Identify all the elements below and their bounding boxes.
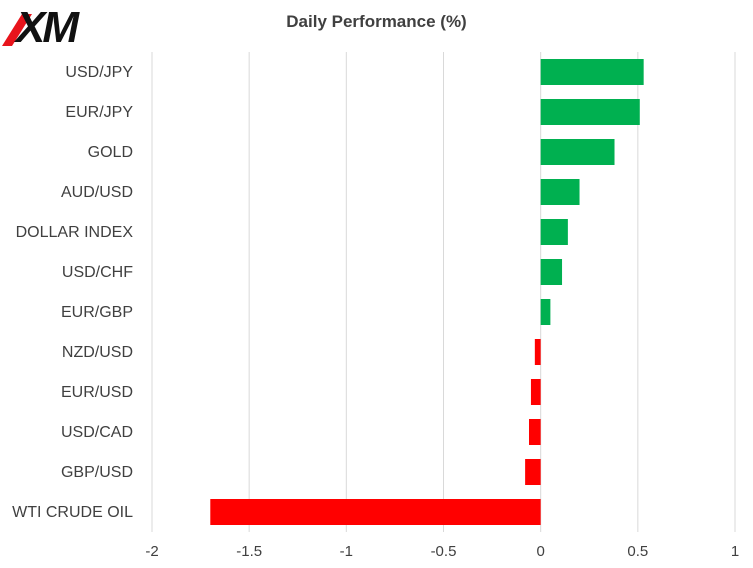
bar: [525, 459, 541, 485]
x-tick-label: 1: [731, 543, 739, 560]
bar: [534, 339, 541, 365]
gridlines: [151, 52, 736, 532]
x-tick-label: 0: [536, 543, 544, 560]
x-tick-label: -2: [145, 543, 158, 560]
x-tick-labels: -2 -1.5 -1 -0.5 0 0.5 1: [145, 543, 739, 560]
category-label: GOLD: [88, 144, 133, 161]
bars: [210, 59, 644, 525]
category-label: DOLLAR INDEX: [16, 224, 134, 241]
logo-text: XM: [13, 3, 80, 46]
category-label: GBP/USD: [61, 464, 133, 481]
bar: [540, 259, 563, 285]
bar: [210, 499, 541, 525]
category-label: EUR/JPY: [65, 104, 133, 121]
x-tick-label: -1: [340, 543, 353, 560]
xm-logo: XM: [2, 3, 83, 46]
bar: [540, 299, 551, 325]
category-labels: USD/JPY EUR/JPY GOLD AUD/USD DOLLAR INDEX USD…: [12, 64, 133, 521]
x-tick-label: -0.5: [431, 543, 457, 560]
bar: [540, 59, 644, 85]
bar: [540, 219, 568, 245]
category-label: USD/JPY: [65, 64, 133, 81]
x-tick-label: -1.5: [236, 543, 262, 560]
bar: [529, 419, 541, 445]
logo-accent-stripe: [2, 14, 32, 46]
bar: [540, 179, 580, 205]
bar: [540, 139, 615, 165]
category-label: USD/CAD: [61, 424, 133, 441]
category-label: USD/CHF: [62, 264, 133, 281]
bar: [530, 379, 541, 405]
chart-title: Daily Performance (%): [286, 12, 467, 31]
category-label: AUD/USD: [61, 184, 133, 201]
bar: [540, 99, 640, 125]
category-label: EUR/GBP: [61, 304, 133, 321]
category-label: WTI CRUDE OIL: [12, 504, 133, 521]
category-label: NZD/USD: [62, 344, 133, 361]
category-label: EUR/USD: [61, 384, 133, 401]
x-tick-label: 0.5: [627, 543, 648, 560]
